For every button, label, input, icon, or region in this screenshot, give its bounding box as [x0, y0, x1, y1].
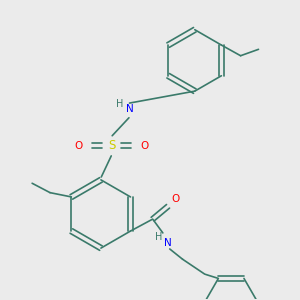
Text: S: S — [108, 139, 115, 152]
Text: H: H — [154, 232, 162, 242]
Text: O: O — [75, 141, 83, 151]
Text: N: N — [126, 104, 134, 115]
Text: O: O — [140, 141, 148, 151]
Text: N: N — [164, 238, 172, 248]
Text: H: H — [116, 99, 123, 110]
Text: O: O — [172, 194, 180, 204]
